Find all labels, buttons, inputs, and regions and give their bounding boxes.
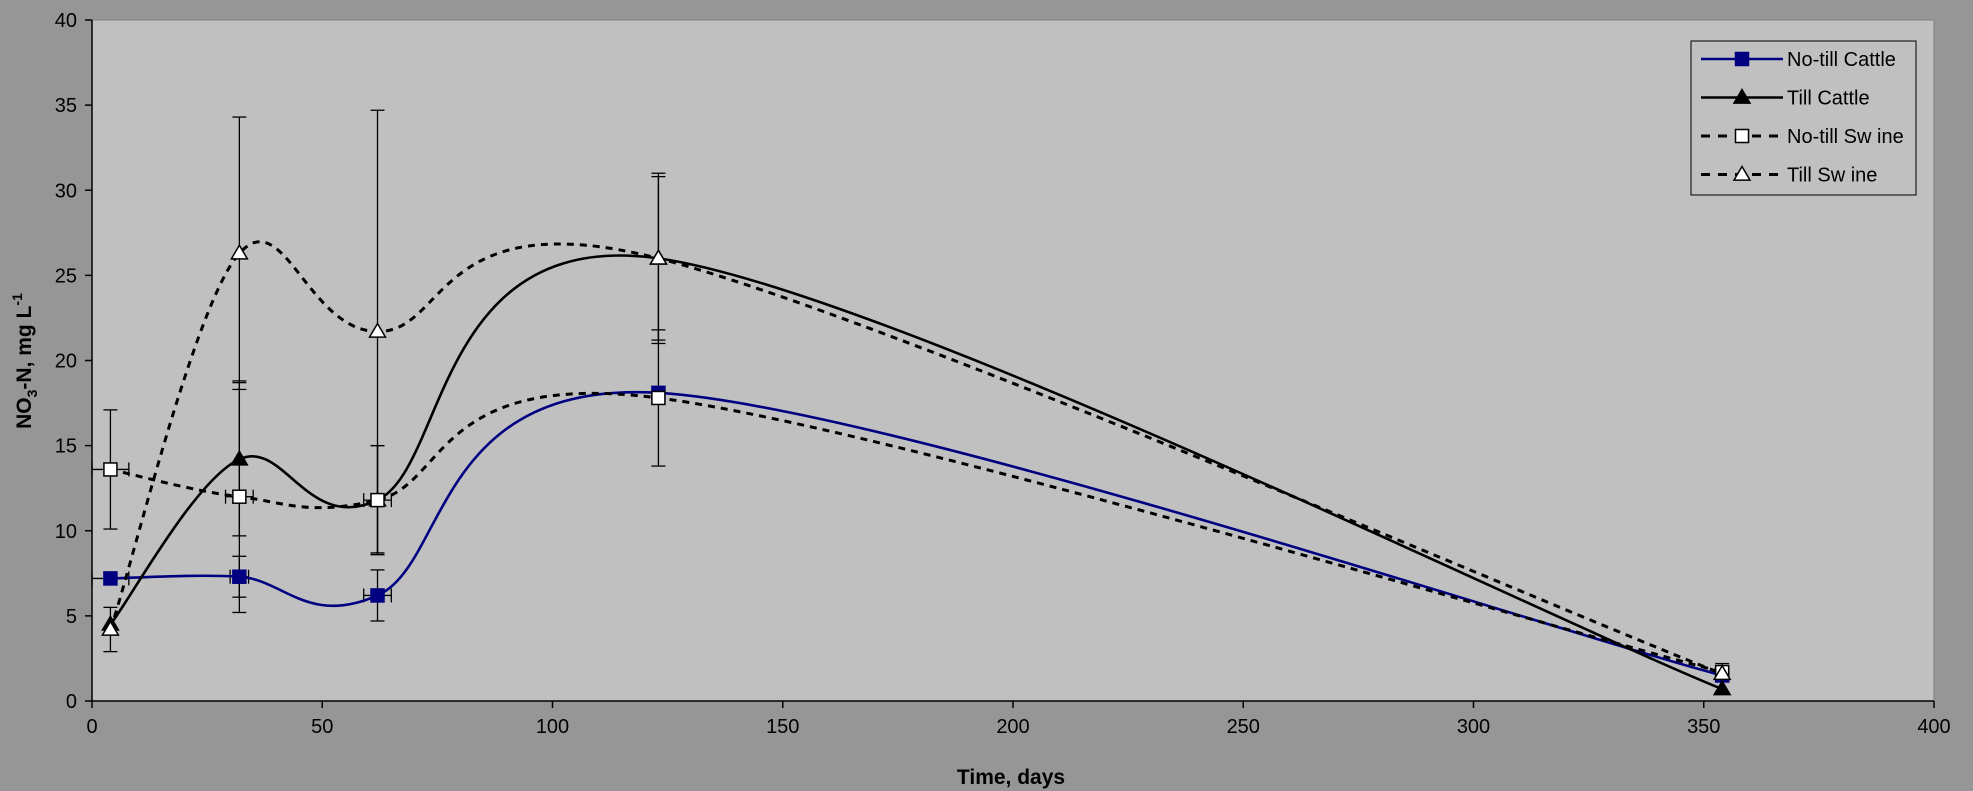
legend-item-no-till-sw-ine: No-till Sw ine <box>1701 126 1904 148</box>
legend-label-no-till-sw-ine: No-till Sw ine <box>1787 126 1904 148</box>
no-till-sw-ine-point-2 <box>370 492 385 508</box>
no-till-cattle-point-1 <box>232 569 247 584</box>
y-tick-label-4: 20 <box>55 351 77 373</box>
y-tick-label-2: 10 <box>55 521 77 543</box>
legend-marker-no-till-cattle <box>1734 51 1750 67</box>
y-tick-label-8: 40 <box>55 10 77 32</box>
y-tick-label-7: 35 <box>55 95 77 117</box>
till-cattle-point-1 <box>230 449 249 466</box>
legend-label-till-cattle: Till Cattle <box>1787 88 1870 110</box>
till-sw-ine-point-4 <box>1712 664 1732 681</box>
y-axis-title-main: NO <box>13 397 36 429</box>
till-sw-ine-point-1 <box>230 243 249 260</box>
x-tick-label-6: 300 <box>1457 716 1490 738</box>
x-tick-label-5: 250 <box>1227 716 1260 738</box>
legend-label-no-till-cattle: No-till Cattle <box>1787 49 1896 71</box>
legend-marker-till-cattle <box>1732 88 1752 104</box>
x-tick-label-2: 100 <box>536 716 569 738</box>
y-axis-title: NO3-N, mg L-1 <box>9 293 40 429</box>
legend-label-till-sw-ine: Till Sw ine <box>1787 165 1877 187</box>
x-tick-label-8: 400 <box>1917 716 1950 738</box>
x-axis-title: Time, days <box>957 766 1065 789</box>
legend-item-till-sw-ine: Till Sw ine <box>1701 165 1877 187</box>
legend-marker-no-till-sw-ine <box>1734 128 1750 144</box>
till-sw-ine-point-2 <box>368 322 387 338</box>
y-ticks: 0 5 10 15 20 25 30 35 40 <box>55 10 92 713</box>
no-till-sw-ine-point-3 <box>651 390 666 406</box>
y-tick-label-5: 25 <box>55 265 77 287</box>
no-till-sw-ine-point-1 <box>232 489 247 504</box>
x-ticks: 0 50 100 150 200 250 300 350 400 <box>86 701 1951 738</box>
legend-marker-till-sw-ine <box>1732 165 1752 181</box>
legend-box <box>1690 40 1917 196</box>
y-axis-title-sub: 3 <box>24 389 40 397</box>
y-tick-label-1: 5 <box>66 606 77 628</box>
y-axis-title-rest: -N, mg L <box>13 305 36 389</box>
legend-item-till-cattle: Till Cattle <box>1701 88 1870 110</box>
x-tick-label-7: 350 <box>1687 716 1720 738</box>
y-axis-title-sup: -1 <box>9 293 25 306</box>
y-tick-label-3: 15 <box>55 436 77 458</box>
till-sw-ine-point-0 <box>101 620 120 636</box>
no-till-cattle-point-0 <box>103 571 118 586</box>
till-cattle-point-4 <box>1712 679 1732 696</box>
till-sw-ine-point-3 <box>649 248 668 265</box>
y-tick-label-0: 0 <box>66 691 77 713</box>
no-till-sw-ine-point-0 <box>103 462 118 477</box>
x-tick-label-3: 150 <box>766 716 799 738</box>
plot-area <box>91 19 1935 702</box>
x-tick-label-0: 0 <box>86 716 97 738</box>
markers <box>101 243 1732 696</box>
x-tick-label-4: 200 <box>996 716 1029 738</box>
legend: No-till Cattle Till Cattle No-till Sw ine T… <box>1690 40 1917 196</box>
no-till-cattle-point-2 <box>370 588 385 603</box>
legend-item-no-till-cattle: No-till Cattle <box>1701 49 1896 71</box>
x-tick-label-1: 50 <box>311 716 333 738</box>
y-tick-label-6: 30 <box>55 180 77 202</box>
